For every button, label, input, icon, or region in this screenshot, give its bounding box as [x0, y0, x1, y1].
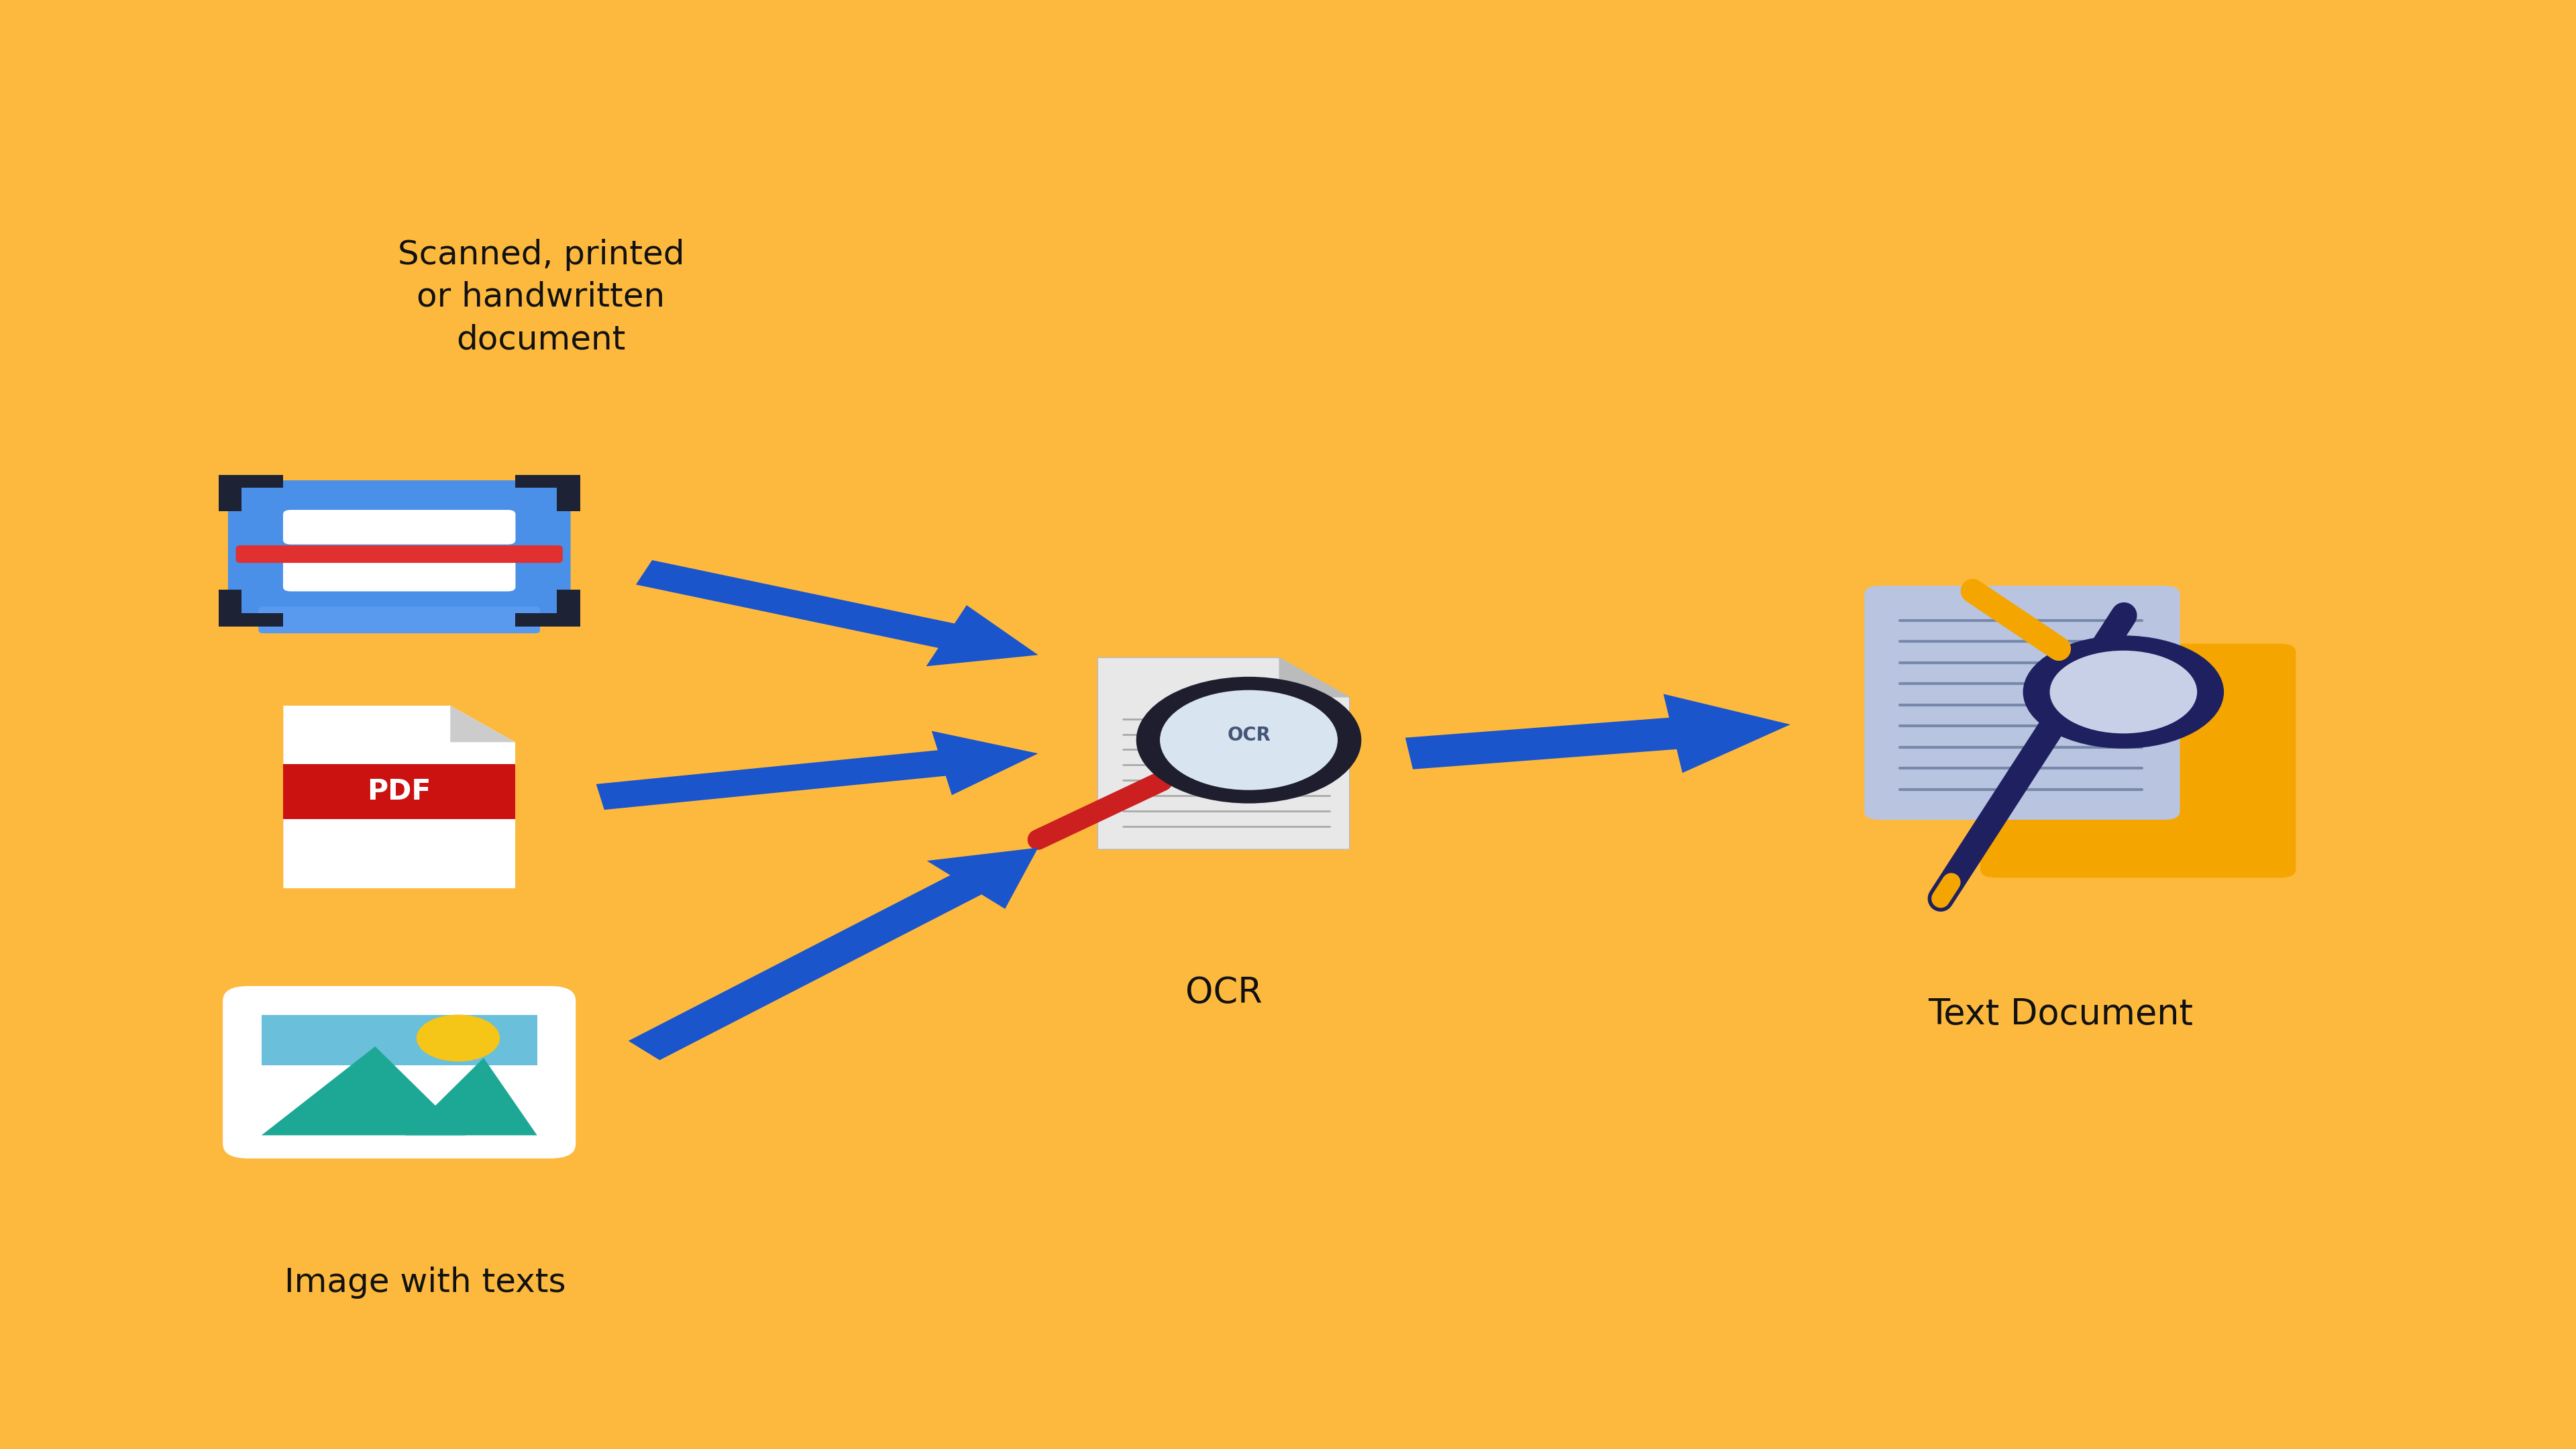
Circle shape — [2050, 651, 2197, 733]
FancyBboxPatch shape — [283, 510, 515, 545]
FancyBboxPatch shape — [224, 985, 574, 1159]
FancyBboxPatch shape — [283, 556, 515, 591]
Polygon shape — [283, 706, 515, 888]
FancyBboxPatch shape — [1865, 585, 2179, 820]
Bar — [263, 1014, 538, 1065]
Bar — [283, 764, 515, 819]
Polygon shape — [404, 1058, 536, 1136]
FancyBboxPatch shape — [237, 545, 562, 562]
Polygon shape — [636, 561, 1038, 667]
Polygon shape — [263, 1046, 466, 1136]
Polygon shape — [451, 706, 515, 742]
Circle shape — [2022, 636, 2223, 749]
Circle shape — [1159, 690, 1337, 790]
Text: OCR: OCR — [1185, 975, 1262, 1010]
Polygon shape — [1406, 694, 1790, 772]
Text: Scanned, printed
or handwritten
document: Scanned, printed or handwritten document — [397, 239, 685, 355]
Bar — [219, 475, 242, 511]
Circle shape — [1136, 677, 1360, 803]
Text: OCR: OCR — [1226, 726, 1270, 745]
Text: Image with texts: Image with texts — [283, 1266, 567, 1298]
Bar — [556, 590, 580, 626]
Polygon shape — [595, 730, 1038, 810]
Bar — [556, 475, 580, 511]
FancyBboxPatch shape — [258, 606, 541, 633]
FancyBboxPatch shape — [1981, 643, 2295, 878]
FancyBboxPatch shape — [227, 480, 572, 620]
Text: Text Document: Text Document — [1929, 997, 2192, 1032]
Text: PDF: PDF — [368, 777, 430, 806]
Bar — [515, 613, 580, 626]
Polygon shape — [1280, 658, 1350, 697]
Circle shape — [417, 1014, 500, 1062]
Bar — [219, 475, 283, 488]
Polygon shape — [1097, 658, 1350, 849]
Bar — [515, 475, 580, 488]
Polygon shape — [629, 848, 1038, 1061]
Bar — [219, 613, 283, 626]
Bar — [219, 590, 242, 626]
